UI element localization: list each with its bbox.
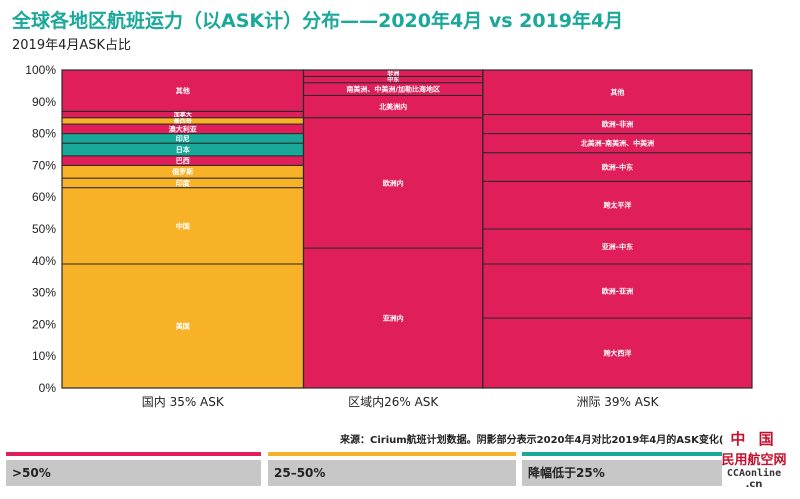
segment-label: 中东: [387, 76, 399, 84]
legend-item-mid: 25–50%: [268, 452, 516, 492]
segment-label: 加拿大: [173, 111, 192, 119]
segment-bar: [482, 152, 753, 182]
segment-label: 北美洲内: [379, 102, 407, 111]
column-outline: [482, 69, 753, 389]
legend-label-high: >50%: [6, 460, 261, 486]
legend-item-high: >50%: [6, 452, 261, 492]
y-tick-label: 30%: [32, 286, 56, 300]
segment-label: 俄罗斯: [171, 167, 193, 176]
segment-label: 亚洲–中东: [602, 242, 634, 251]
segment-label: 欧洲–中东: [602, 162, 634, 171]
segment-bar: [61, 263, 304, 389]
segment-label: 跨大西洋: [603, 348, 631, 357]
segment-bar: [61, 69, 304, 112]
y-tick-label: 90%: [32, 95, 56, 109]
segment-label: 印尼: [176, 134, 190, 143]
segment-bar: [482, 263, 753, 319]
watermark-line-3: CCAonline: [726, 468, 782, 479]
mekko-chart: 0% 10% 20% 30% 40% 50% 60% 70% 80% 90% 100% 美国 中国 印度 俄…: [25, 63, 753, 409]
legend-swatch-mid: [268, 452, 516, 456]
chart-subtitle: 2019年4月ASK占比: [12, 38, 132, 53]
segment-bar: [482, 317, 753, 389]
segment-label: 巴西: [176, 157, 190, 165]
watermark-line-1: 中 国: [730, 430, 778, 448]
segment-label: 澳大利亚: [169, 124, 197, 133]
segment-label: 南美洲、中美洲/加勒比海地区: [346, 85, 440, 94]
y-tick-label: 0%: [39, 381, 57, 395]
segment-label: 印度: [176, 178, 191, 187]
y-tick-label: 50%: [32, 222, 56, 236]
y-tick-label: 40%: [32, 254, 56, 268]
y-tick-label: 70%: [32, 158, 56, 172]
watermark-line-2: 民用航空网: [721, 453, 787, 468]
segment-bar: [482, 228, 753, 265]
chart-title: 全球各地区航班运力（以ASK计）分布——2020年4月 vs 2019年4月: [12, 10, 624, 32]
segment-label: 墨西哥: [174, 117, 192, 125]
column-label: 国内 35% ASK: [142, 395, 225, 409]
segment-label: 欧洲–亚洲: [602, 286, 634, 295]
legend-label-mid: 25–50%: [268, 460, 516, 486]
legend: >50% 25–50% 降幅低于25%: [0, 452, 800, 492]
legend-swatch-high: [6, 452, 261, 456]
segment-label: 非洲: [387, 69, 399, 77]
segment-bar: [482, 69, 753, 116]
segment-label: 欧洲内: [383, 178, 404, 187]
y-tick-label: 80%: [32, 127, 56, 141]
y-tick-label: 100%: [25, 63, 56, 77]
legend-label-low: 降幅低于25%: [522, 460, 722, 486]
watermark-line-4: .cn: [745, 479, 763, 490]
segment-label: 日本: [176, 145, 190, 154]
segment-bar: [303, 117, 484, 249]
segment-label: 亚洲内: [383, 313, 404, 322]
source-note: 来源：Cirium航班计划数据。阴影部分表示2020年4月对比2019年4月的A…: [340, 435, 724, 446]
watermark-logo: 中 国 民用航空网 CCAonline .cn: [714, 428, 794, 490]
column-label: 区域内26% ASK: [348, 395, 439, 409]
segment-label: 中国: [176, 221, 190, 230]
segment-label: 其他: [610, 88, 624, 97]
y-tick-label: 10%: [32, 349, 56, 363]
y-tick-label: 60%: [32, 190, 56, 204]
legend-swatch-low: [522, 452, 722, 456]
segment-label: 其他: [176, 86, 190, 95]
segment-label: 欧洲–非洲: [602, 120, 634, 129]
segment-label: 美国: [176, 321, 190, 330]
y-tick-label: 20%: [32, 317, 56, 331]
segment-label: 北美洲–南美洲、中美洲: [581, 139, 655, 148]
column-label: 洲际 39% ASK: [576, 395, 659, 409]
legend-item-low: 降幅低于25%: [522, 452, 722, 492]
segment-label: 跨太平洋: [603, 201, 631, 210]
